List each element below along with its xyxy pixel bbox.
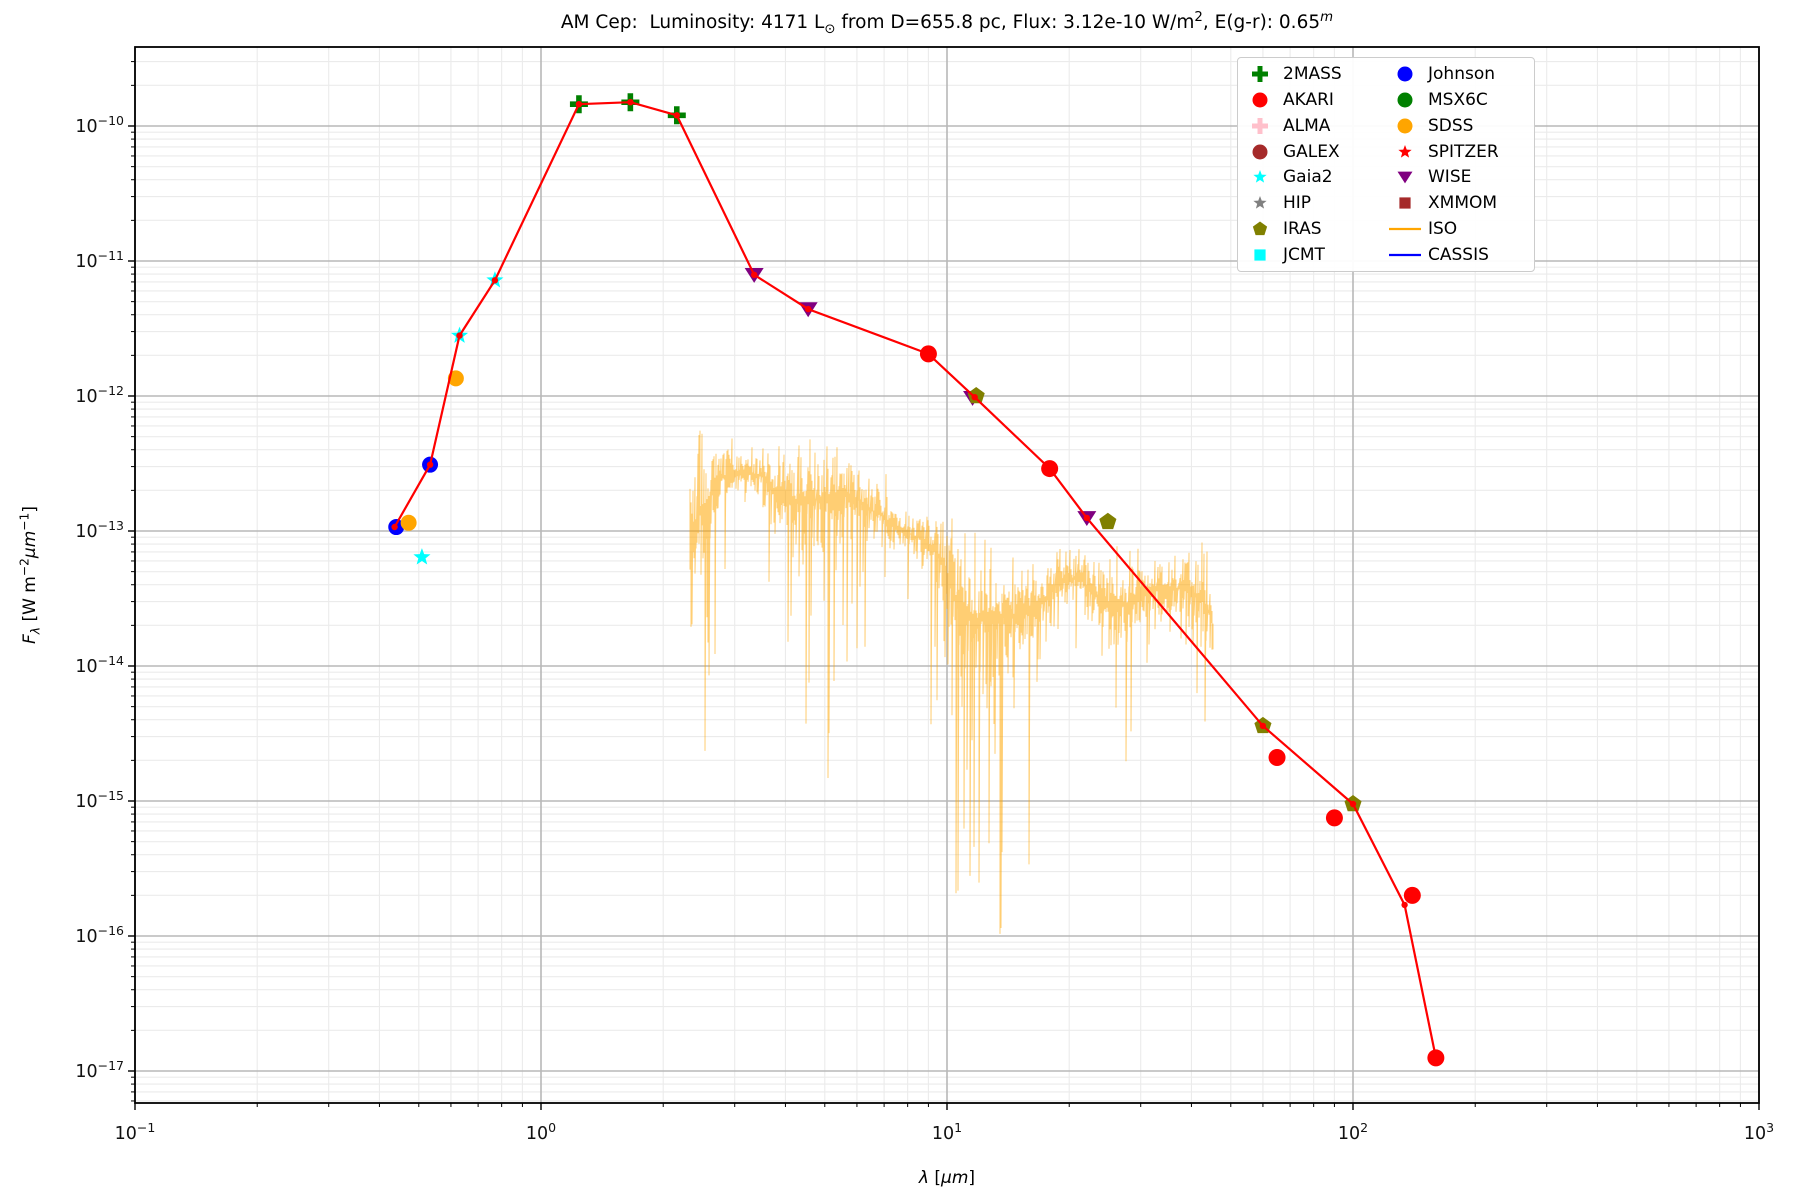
legend-label: WISE bbox=[1428, 167, 1472, 188]
akari-circle-icon bbox=[1252, 92, 1268, 108]
y-axis-label: Fλ [W m−2μm−1] bbox=[17, 506, 43, 644]
legend-label: SPITZER bbox=[1428, 141, 1499, 162]
fit-vertex-dot bbox=[491, 277, 499, 284]
spitzer-star-icon bbox=[1398, 144, 1412, 158]
x-tick-label: 100 bbox=[526, 1120, 556, 1144]
legend-label: MSX6C bbox=[1428, 89, 1488, 110]
x-axis-label: λ [μm] bbox=[918, 1168, 976, 1188]
iras-pentagon-icon bbox=[1252, 221, 1268, 236]
msx6c-circle-icon bbox=[1397, 92, 1413, 108]
minor-ticks bbox=[131, 61, 1741, 1107]
y-tick-label: 10−14 bbox=[75, 653, 124, 677]
y-tick-label: 10−15 bbox=[75, 788, 124, 812]
series-akari bbox=[919, 345, 1445, 1067]
xmmom-square-icon bbox=[1399, 197, 1411, 209]
legend-label: GALEX bbox=[1283, 141, 1340, 162]
fit-vertex-dot bbox=[1432, 1054, 1440, 1062]
x-tick-label: 101 bbox=[932, 1120, 962, 1144]
fit-vertex-dot bbox=[627, 99, 634, 106]
legend-label: 2MASS bbox=[1283, 63, 1342, 84]
legend-label: SDSS bbox=[1428, 115, 1474, 136]
legend-row-galex: GALEX bbox=[1242, 139, 1387, 164]
jcmt-square-icon bbox=[1254, 249, 1266, 261]
legend-row-msx6c: MSX6C bbox=[1387, 87, 1532, 112]
legend-row-wise: WISE bbox=[1387, 165, 1532, 190]
chart-title: AM Cep: Luminosity: 4171 L⊙ from D=655.8… bbox=[560, 10, 1334, 37]
fit-line-vertices bbox=[391, 99, 1440, 1062]
legend-label: AKARI bbox=[1283, 89, 1334, 110]
series-2mass bbox=[569, 93, 686, 125]
fit-vertex-dot bbox=[1083, 514, 1091, 522]
legend-column-1: 2MASS AKARI ALMA GALEX Gaia2 HIP IRAS JC… bbox=[1242, 61, 1387, 268]
alma-plus-icon bbox=[1252, 117, 1268, 134]
legend-row-spitzer: SPITZER bbox=[1387, 139, 1532, 164]
y-tick-label: 10−11 bbox=[75, 248, 124, 272]
legend-row-cassis: CASSIS bbox=[1387, 243, 1532, 268]
fit-vertex-dot bbox=[456, 332, 463, 339]
fit-vertex-dot bbox=[1259, 722, 1267, 730]
y-tick-label: 10−16 bbox=[75, 923, 124, 947]
fit-vertex-dot bbox=[971, 394, 978, 401]
y-tick-label: 10−10 bbox=[75, 113, 124, 137]
legend-row-iso: ISO bbox=[1387, 217, 1532, 242]
legend-row-alma: ALMA bbox=[1242, 113, 1387, 138]
fit-vertex-dot bbox=[1046, 465, 1053, 472]
legend-label: Gaia2 bbox=[1283, 167, 1333, 188]
fit-vertex-dot bbox=[575, 101, 583, 108]
sdss-circle-icon bbox=[1397, 118, 1413, 134]
series-sdss bbox=[400, 370, 464, 531]
fit-vertex-dot bbox=[1401, 901, 1408, 909]
legend: 2MASS AKARI ALMA GALEX Gaia2 HIP IRAS JC… bbox=[1237, 57, 1535, 272]
legend-label: ALMA bbox=[1283, 115, 1331, 136]
x-tick-label: 10−1 bbox=[115, 1120, 156, 1144]
fit-vertex-dot bbox=[426, 461, 434, 468]
legend-row-akari: AKARI bbox=[1242, 87, 1387, 112]
fit-vertex-dot bbox=[925, 350, 932, 358]
legend-label: JCMT bbox=[1283, 245, 1325, 266]
legend-row-sdss: SDSS bbox=[1387, 113, 1532, 138]
legend-row-hip: HIP bbox=[1242, 191, 1387, 216]
y-tick-label: 10−13 bbox=[75, 518, 124, 542]
johnson-circle-icon bbox=[1397, 66, 1413, 82]
fit-vertex-dot bbox=[805, 305, 812, 313]
legend-label: ISO bbox=[1428, 219, 1458, 240]
legend-label: CASSIS bbox=[1428, 245, 1489, 266]
2mass-plus-icon bbox=[1252, 65, 1268, 82]
wise-triangle-icon bbox=[1397, 172, 1413, 184]
fit-vertex-dot bbox=[1349, 800, 1357, 808]
x-tick-label: 102 bbox=[1338, 1120, 1368, 1144]
iso-line-icon bbox=[1389, 228, 1421, 231]
gaia2-star-icon bbox=[1253, 170, 1267, 184]
galex-circle-icon bbox=[1252, 144, 1268, 160]
legend-row-gaia2: Gaia2 bbox=[1242, 165, 1387, 190]
legend-row-xmmom: XMMOM bbox=[1387, 191, 1532, 216]
x-tick-label: 103 bbox=[1744, 1120, 1774, 1144]
x-tick-labels: 10−1 100 101 102 103 bbox=[115, 1120, 1774, 1144]
cassis-line-icon bbox=[1389, 253, 1421, 257]
legend-row-jcmt: JCMT bbox=[1242, 243, 1387, 268]
legend-row-johnson: Johnson bbox=[1387, 61, 1532, 86]
legend-row-iras: IRAS bbox=[1242, 217, 1387, 242]
y-tick-label: 10−12 bbox=[75, 383, 124, 407]
legend-label: Johnson bbox=[1428, 63, 1495, 84]
legend-row-2mass: 2MASS bbox=[1242, 61, 1387, 86]
fit-vertex-dot bbox=[391, 523, 398, 531]
fit-vertex-dot bbox=[673, 112, 680, 119]
major-ticks bbox=[128, 125, 1760, 1110]
fit-vertex-dot bbox=[751, 271, 758, 278]
hip-star-icon bbox=[1253, 196, 1267, 209]
legend-label: IRAS bbox=[1283, 219, 1322, 240]
y-tick-labels: 10−10 10−11 10−12 10−13 10−14 10−15 10−16 10−17 bbox=[75, 113, 124, 1082]
y-tick-label: 10−17 bbox=[75, 1058, 124, 1082]
legend-column-2: Johnson MSX6C SDSS SPITZER WISE XMMOM IS… bbox=[1387, 61, 1532, 268]
iso-spectrum-line bbox=[689, 430, 1214, 934]
legend-label: HIP bbox=[1283, 193, 1312, 214]
legend-label: XMMOM bbox=[1428, 193, 1498, 214]
